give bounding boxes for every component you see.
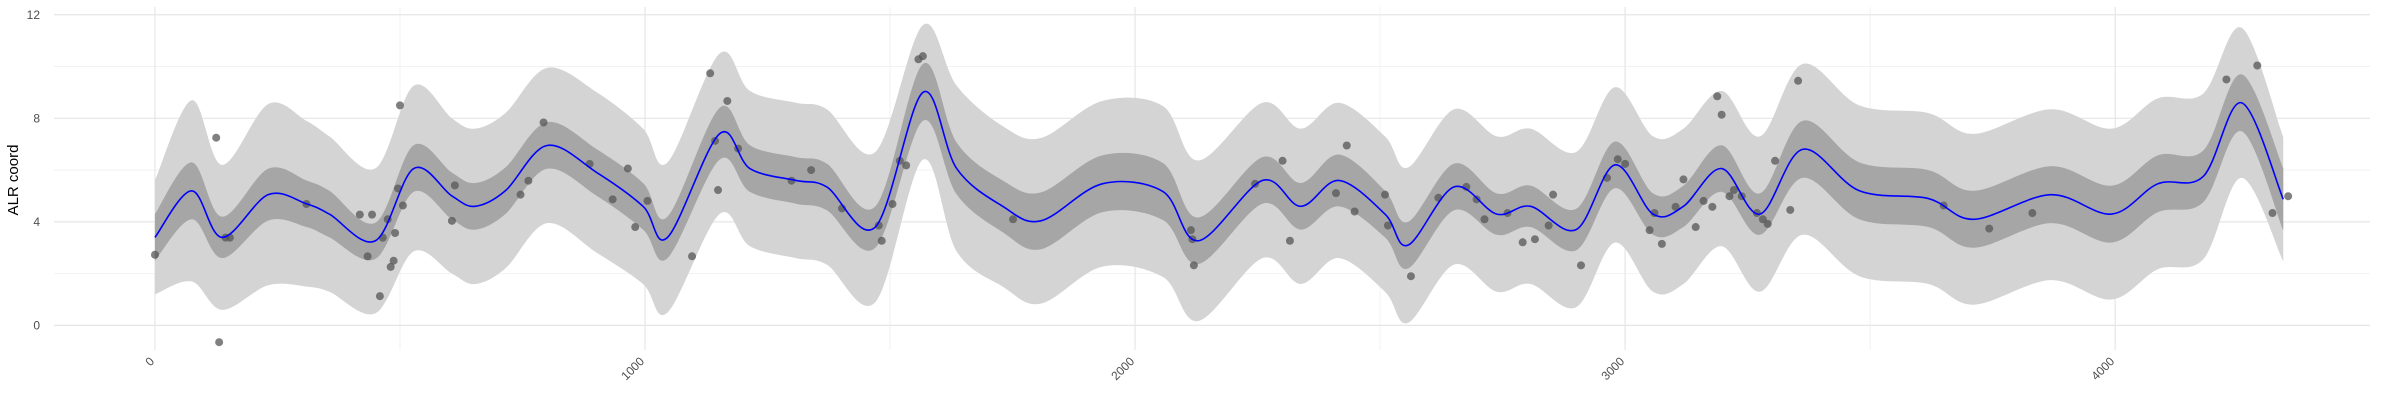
data-point	[1189, 261, 1198, 270]
data-point	[1331, 189, 1340, 198]
data-point	[1771, 156, 1780, 165]
data-point	[450, 181, 459, 190]
data-point	[398, 201, 407, 210]
data-point	[902, 161, 911, 170]
data-point	[723, 96, 732, 105]
data-point	[150, 250, 159, 259]
data-point	[2253, 61, 2262, 70]
data-point	[1752, 209, 1761, 218]
data-point	[1729, 186, 1738, 195]
x-tick-label: 0	[142, 354, 157, 369]
data-point	[1577, 261, 1586, 270]
data-point	[1671, 202, 1680, 211]
data-point	[1613, 155, 1622, 164]
data-point	[395, 101, 404, 110]
data-point	[874, 221, 883, 230]
data-point	[386, 262, 395, 271]
y-tick-label: 4	[33, 215, 40, 229]
data-point	[1985, 224, 1994, 233]
data-point	[807, 166, 816, 175]
data-point	[1657, 239, 1666, 248]
data-point	[1645, 226, 1654, 235]
data-point	[643, 196, 652, 205]
data-point	[1472, 195, 1481, 204]
data-point	[1708, 202, 1717, 211]
data-point	[363, 252, 372, 261]
data-point	[1406, 272, 1415, 281]
data-point	[516, 190, 525, 199]
data-point	[368, 210, 377, 219]
data-point	[212, 133, 221, 142]
data-point	[1186, 226, 1195, 235]
data-point	[524, 176, 533, 185]
data-point	[714, 186, 723, 195]
outer-band	[154, 23, 2284, 324]
data-point	[2284, 192, 2293, 201]
data-point	[389, 256, 398, 265]
data-point	[688, 252, 697, 261]
data-point	[918, 52, 927, 61]
y-tick-label: 12	[27, 8, 41, 22]
data-point	[1285, 236, 1294, 245]
data-point	[631, 223, 640, 232]
data-point	[539, 118, 548, 127]
x-tick-label: 2000	[1108, 354, 1137, 383]
data-point	[1530, 235, 1539, 244]
data-point	[215, 338, 224, 347]
data-point	[2028, 209, 2037, 218]
data-point	[1544, 221, 1553, 230]
y-tick-label: 0	[33, 318, 40, 332]
data-point	[2222, 75, 2231, 84]
data-point	[391, 228, 400, 237]
data-point	[1383, 221, 1392, 230]
data-point	[355, 210, 364, 219]
data-point	[706, 69, 715, 78]
mean-line	[154, 90, 2284, 247]
data-point	[888, 199, 897, 208]
data-point	[1699, 196, 1708, 205]
data-point	[1621, 159, 1630, 168]
data-point	[1725, 192, 1734, 201]
data-point	[1691, 223, 1700, 232]
data-point	[2268, 209, 2277, 218]
data-point	[1342, 141, 1351, 150]
data-point	[1350, 207, 1359, 216]
data-point	[375, 292, 384, 301]
y-tick-label: 8	[33, 111, 40, 125]
data-point	[1278, 156, 1287, 165]
y-axis-label: ALR coord	[5, 145, 22, 216]
x-tick-label: 1000	[618, 354, 647, 383]
data-point	[1794, 76, 1803, 85]
inner-band	[154, 62, 2284, 269]
data-point	[623, 164, 632, 173]
data-point	[1679, 175, 1688, 184]
data-point	[447, 216, 456, 225]
data-point	[877, 236, 886, 245]
data-point	[1717, 110, 1726, 119]
data-point	[1713, 92, 1722, 101]
data-point	[1786, 205, 1795, 214]
data-point	[1380, 190, 1389, 199]
x-tick-label: 4000	[2089, 354, 2118, 383]
data-point	[1480, 215, 1489, 224]
x-tick-label: 3000	[1598, 354, 1627, 383]
data-point	[608, 195, 617, 204]
data-point	[1763, 219, 1772, 228]
data-point	[1009, 215, 1018, 224]
data-point	[1549, 190, 1558, 199]
data-point	[1518, 238, 1527, 247]
